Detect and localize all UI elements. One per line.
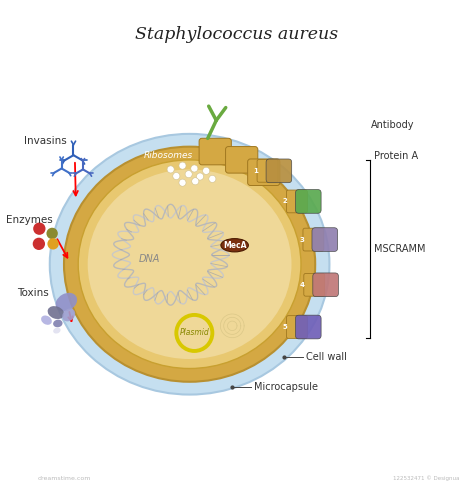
- Text: Plasmid: Plasmid: [180, 328, 209, 338]
- Circle shape: [167, 166, 174, 173]
- Text: MecA: MecA: [223, 241, 246, 250]
- FancyBboxPatch shape: [286, 190, 307, 213]
- Text: Protein A: Protein A: [374, 150, 419, 160]
- Text: Staphylococcus aureus: Staphylococcus aureus: [136, 26, 338, 43]
- Circle shape: [191, 178, 199, 185]
- Ellipse shape: [221, 238, 248, 252]
- Circle shape: [196, 173, 203, 180]
- Circle shape: [179, 162, 186, 169]
- Ellipse shape: [55, 293, 77, 312]
- Text: Microcapsule: Microcapsule: [254, 382, 318, 392]
- Circle shape: [33, 222, 46, 235]
- FancyBboxPatch shape: [304, 274, 325, 296]
- Text: DNA: DNA: [138, 254, 160, 264]
- Text: 122532471 © Designua: 122532471 © Designua: [393, 476, 460, 482]
- Text: Toxins: Toxins: [18, 288, 49, 298]
- Circle shape: [46, 228, 58, 239]
- Circle shape: [202, 168, 210, 174]
- Circle shape: [179, 179, 186, 186]
- FancyBboxPatch shape: [295, 190, 321, 214]
- Ellipse shape: [78, 160, 301, 368]
- Text: Cell wall: Cell wall: [306, 352, 346, 362]
- Text: Invasins: Invasins: [24, 136, 66, 146]
- Circle shape: [33, 238, 45, 250]
- Text: dreamstime.com: dreamstime.com: [38, 476, 91, 482]
- Circle shape: [47, 238, 59, 250]
- Circle shape: [209, 176, 216, 182]
- Ellipse shape: [53, 320, 63, 328]
- Ellipse shape: [53, 328, 61, 334]
- FancyBboxPatch shape: [313, 273, 338, 296]
- Text: MSCRAMM: MSCRAMM: [374, 244, 425, 254]
- Text: Enzymes: Enzymes: [7, 215, 53, 225]
- Text: 1: 1: [253, 168, 258, 174]
- Text: Ribosomes: Ribosomes: [144, 150, 193, 160]
- Ellipse shape: [88, 170, 292, 359]
- Ellipse shape: [48, 306, 64, 319]
- FancyBboxPatch shape: [199, 138, 231, 165]
- Ellipse shape: [62, 308, 75, 322]
- Text: 5: 5: [283, 324, 287, 330]
- Text: 3: 3: [299, 236, 304, 242]
- Circle shape: [173, 172, 180, 180]
- FancyBboxPatch shape: [247, 159, 280, 186]
- Ellipse shape: [64, 146, 315, 382]
- FancyBboxPatch shape: [303, 228, 324, 251]
- Ellipse shape: [50, 134, 329, 394]
- FancyBboxPatch shape: [226, 146, 258, 173]
- FancyBboxPatch shape: [295, 315, 321, 339]
- FancyBboxPatch shape: [312, 228, 337, 252]
- Text: Antibody: Antibody: [371, 120, 414, 130]
- FancyBboxPatch shape: [266, 159, 292, 182]
- Ellipse shape: [41, 316, 52, 325]
- Text: 2: 2: [283, 198, 287, 204]
- Text: 4: 4: [300, 282, 305, 288]
- Circle shape: [191, 165, 198, 172]
- Circle shape: [185, 170, 192, 177]
- FancyBboxPatch shape: [257, 160, 278, 182]
- FancyBboxPatch shape: [286, 316, 307, 338]
